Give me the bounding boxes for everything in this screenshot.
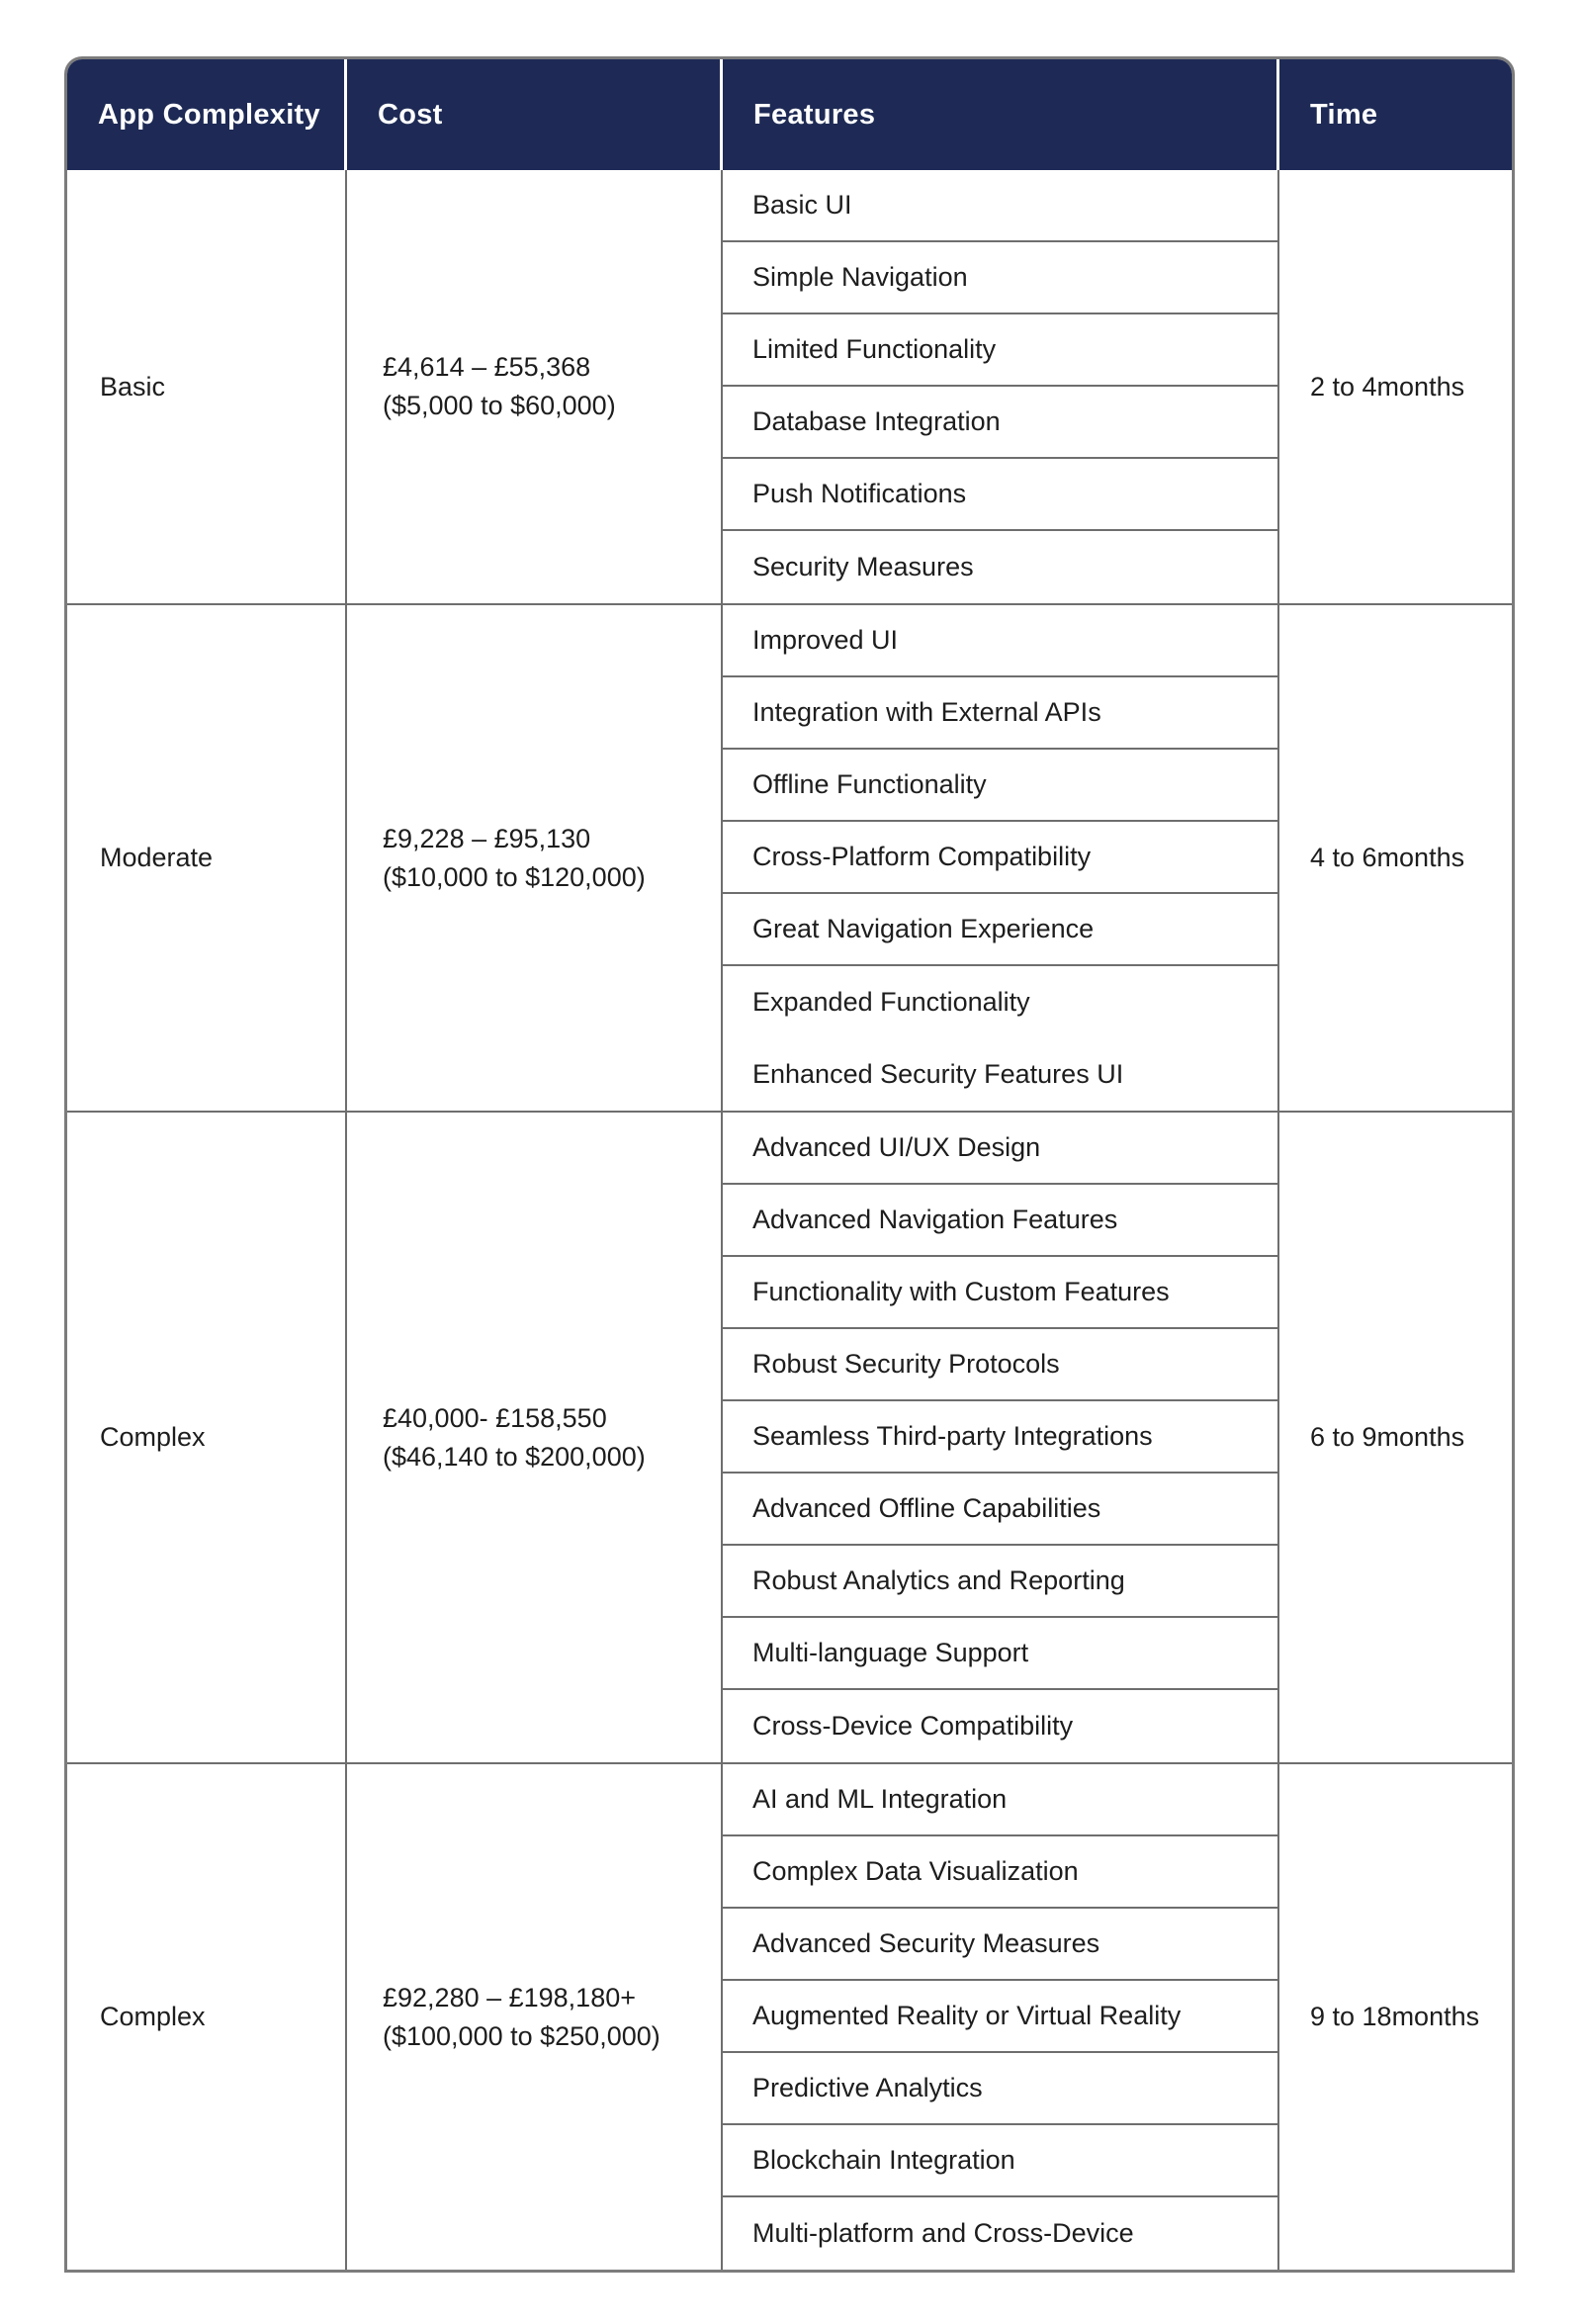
- feature-item: Blockchain Integration: [723, 2125, 1277, 2197]
- feature-item: Augmented Reality or Virtual Reality: [723, 1981, 1277, 2053]
- cost-cell: £92,280 – £198,180+ ($100,000 to $250,000…: [347, 1764, 723, 2270]
- feature-item: Integration with External APIs: [723, 677, 1277, 750]
- column-header-app-complexity: App Complexity: [67, 59, 347, 170]
- complexity-cell: Complex: [67, 1764, 347, 2270]
- feature-item: Offline Functionality: [723, 750, 1277, 822]
- feature-item: Great Navigation Experience: [723, 894, 1277, 966]
- table-row: Complex £92,280 – £198,180+ ($100,000 to $…: [67, 1764, 1512, 2270]
- time-cell: 4 to 6months: [1310, 843, 1465, 872]
- feature-item: Predictive Analytics: [723, 2053, 1277, 2125]
- cost-cell: £40,000- £158,550 ($46,140 to $200,000): [347, 1113, 723, 1762]
- feature-item: Simple Navigation: [723, 242, 1277, 314]
- cost-range-usd: ($46,140 to $200,000): [383, 1441, 646, 1472]
- feature-item: Complex Data Visualization: [723, 1836, 1277, 1909]
- time-cell: 6 to 9months: [1310, 1422, 1465, 1452]
- feature-item: Enhanced Security Features UI: [752, 1059, 1124, 1089]
- feature-item: Improved UI: [723, 605, 1277, 677]
- cost-range-gbp: £92,280 – £198,180+: [383, 1982, 636, 2012]
- column-header-cost: Cost: [347, 59, 723, 170]
- cost-cell: £4,614 – £55,368 ($5,000 to $60,000): [347, 170, 723, 603]
- feature-item: Cross-Platform Compatibility: [723, 822, 1277, 894]
- cost-range-usd: ($5,000 to $60,000): [383, 391, 616, 420]
- feature-item: Robust Analytics and Reporting: [723, 1546, 1277, 1618]
- feature-item: Multi-language Support: [723, 1618, 1277, 1690]
- app-development-cost-table: App Complexity Cost Features Time Basic £…: [64, 56, 1515, 2273]
- complexity-cell: Complex: [67, 1113, 347, 1762]
- column-header-features: Features: [723, 59, 1279, 170]
- cost-range-gbp: £9,228 – £95,130: [383, 823, 591, 853]
- time-cell: 2 to 4months: [1310, 371, 1465, 402]
- complexity-cell: Basic: [67, 170, 347, 603]
- feature-item: Cross-Device Compatibility: [752, 1711, 1074, 1741]
- feature-item: Advanced UI/UX Design: [723, 1113, 1277, 1185]
- cost-range-usd: ($100,000 to $250,000): [383, 2020, 660, 2051]
- table-row: Basic £4,614 – £55,368 ($5,000 to $60,000)…: [67, 170, 1512, 605]
- cost-range-gbp: £40,000- £158,550: [383, 1402, 607, 1433]
- feature-item: Limited Functionality: [723, 314, 1277, 387]
- feature-item: Advanced Navigation Features: [723, 1185, 1277, 1257]
- feature-item: Security Measures: [752, 552, 974, 581]
- complexity-cell: Moderate: [67, 605, 347, 1111]
- feature-item: Robust Security Protocols: [723, 1329, 1277, 1401]
- cost-range-usd: ($10,000 to $120,000): [383, 861, 646, 892]
- feature-item: Advanced Security Measures: [723, 1909, 1277, 1981]
- feature-item: Multi-platform and Cross-Device: [752, 2218, 1134, 2248]
- feature-item: Push Notifications: [723, 459, 1277, 531]
- feature-item: Database Integration: [723, 387, 1277, 459]
- feature-item: Basic UI: [723, 170, 1277, 242]
- feature-item: Seamless Third-party Integrations: [723, 1401, 1277, 1474]
- table-row: Moderate £9,228 – £95,130 ($10,000 to $120…: [67, 605, 1512, 1113]
- feature-item: AI and ML Integration: [723, 1764, 1277, 1836]
- features-cell: AI and ML Integration Complex Data Visual…: [723, 1764, 1279, 2270]
- features-cell: Improved UI Integration with External API…: [723, 605, 1279, 1111]
- time-cell: 9 to 18months: [1310, 2002, 1480, 2031]
- feature-item: Advanced Offline Capabilities: [723, 1474, 1277, 1546]
- feature-item: Expanded Functionality: [752, 987, 1030, 1017]
- table-row: Complex £40,000- £158,550 ($46,140 to $200…: [67, 1113, 1512, 1764]
- column-header-time: Time: [1310, 98, 1378, 131]
- table-header-row: App Complexity Cost Features Time: [67, 59, 1512, 170]
- feature-item: Functionality with Custom Features: [723, 1257, 1277, 1329]
- features-cell: Advanced UI/UX Design Advanced Navigation…: [723, 1113, 1279, 1762]
- features-cell: Basic UI Simple Navigation Limited Functio…: [723, 170, 1279, 603]
- cost-cell: £9,228 – £95,130 ($10,000 to $120,000): [347, 605, 723, 1111]
- table-body: Basic £4,614 – £55,368 ($5,000 to $60,000)…: [67, 170, 1512, 2270]
- cost-range-gbp: £4,614 – £55,368: [383, 352, 591, 382]
